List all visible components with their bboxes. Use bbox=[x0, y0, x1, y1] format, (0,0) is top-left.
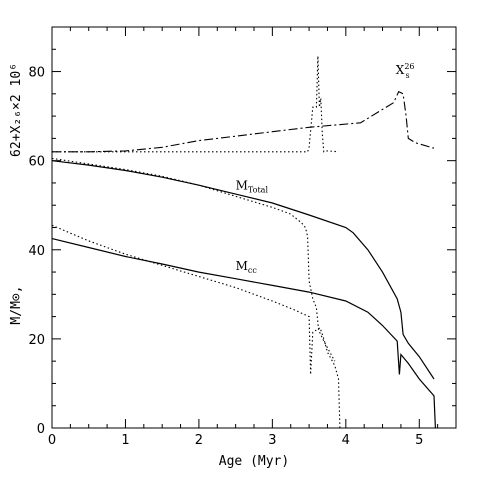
ticks-layer: 0 1 2 3 4 5 0 20 40 60 80 bbox=[28, 26, 457, 448]
y-tick-label: 0 bbox=[37, 422, 45, 437]
y-axis-label-lower: M/M⊙, bbox=[9, 285, 24, 324]
annotation-layer: X26 s MTotal Mcc bbox=[236, 62, 415, 275]
annotation-mtotal: MTotal bbox=[236, 179, 269, 195]
plot-frame bbox=[51, 26, 457, 429]
y-tick-label: 60 bbox=[28, 155, 45, 170]
x-tick-label: 5 bbox=[415, 433, 423, 448]
x-tick-label: 4 bbox=[342, 433, 350, 448]
series-line-6-dotted bbox=[51, 224, 341, 429]
series-line-3-dashed bbox=[52, 90, 435, 153]
series-line-1-solid bbox=[51, 160, 435, 380]
x-axis-label: Age (Myr) bbox=[219, 454, 289, 469]
annotation-x26: X26 s bbox=[396, 62, 415, 80]
x-tick-label: 3 bbox=[268, 433, 276, 448]
y-axis-label-upper: 62+X₂₆×2 10⁶ bbox=[9, 63, 24, 157]
annotation-mcc: Mcc bbox=[236, 259, 258, 275]
x-tick-label: 0 bbox=[48, 433, 56, 448]
series-line-5-dotted bbox=[51, 157, 336, 362]
y-tick-label: 20 bbox=[28, 333, 45, 348]
x-tick-label: 2 bbox=[195, 433, 203, 448]
y-tick-label: 40 bbox=[28, 244, 45, 259]
y-tick-label: 80 bbox=[28, 66, 45, 81]
series-layer bbox=[51, 55, 436, 429]
series-line-4-dotted bbox=[52, 55, 339, 153]
series-line-2-solid bbox=[51, 238, 436, 429]
x-tick-label: 1 bbox=[121, 433, 129, 448]
